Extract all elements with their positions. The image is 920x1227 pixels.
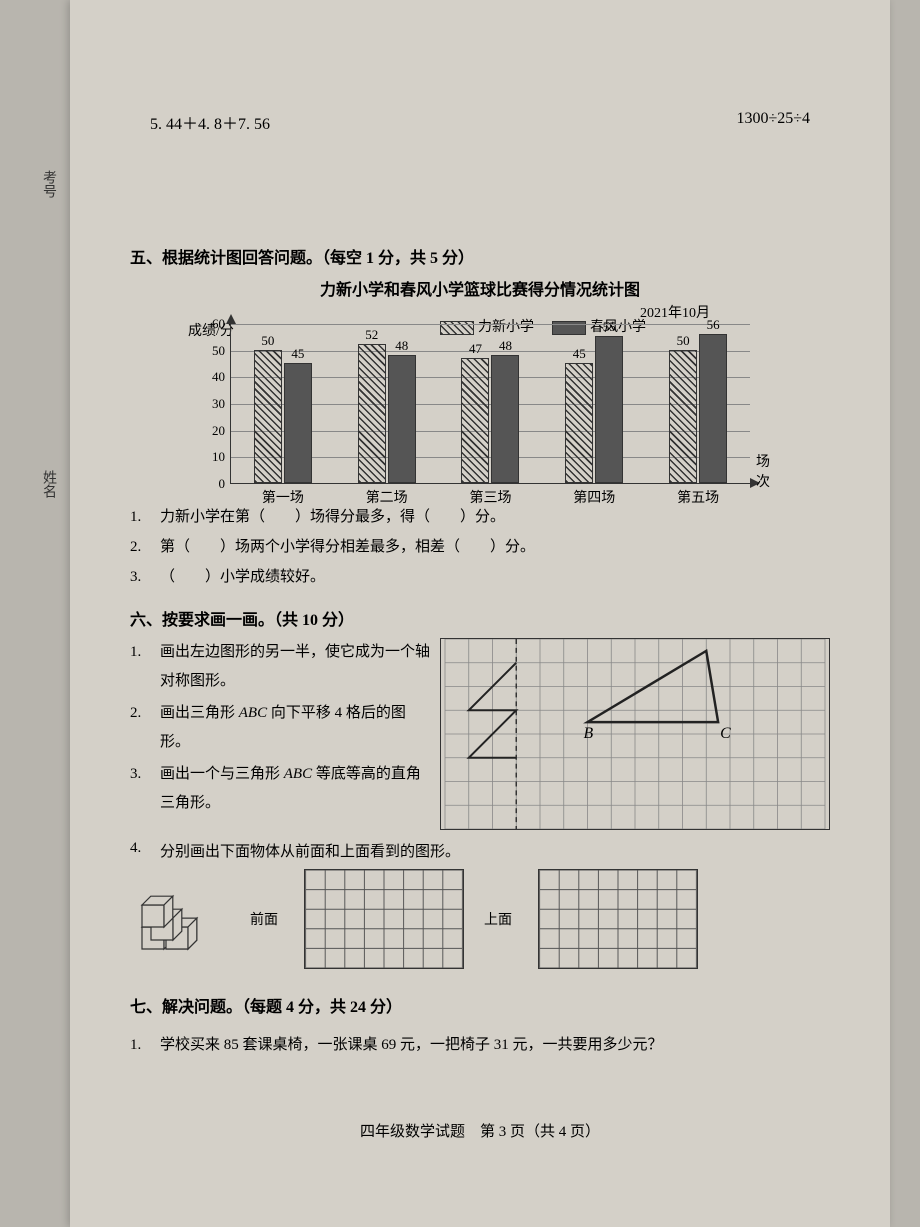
y-axis-arrow (226, 314, 236, 324)
bar: 52 (358, 344, 386, 483)
q-num: 2. (130, 532, 160, 562)
bar-value: 47 (469, 341, 482, 357)
section7-title: 七、解决问题。（每题 4 分，共 24 分） (130, 993, 830, 1023)
bar-value: 48 (395, 338, 408, 354)
section6-title: 六、按要求画一画。（共 10 分） (130, 606, 830, 630)
front-view-grid (304, 869, 464, 969)
x-tick: 第二场 (366, 487, 408, 507)
bar: 50 (669, 350, 697, 483)
section5-title: 五、根据统计图回答问题。（每空 1 分，共 5 分） (130, 244, 830, 268)
bar: 50 (254, 350, 282, 483)
q6-4-figures: 前面 上面 (130, 869, 830, 969)
bar-value: 45 (291, 346, 304, 362)
bar-value: 50 (677, 333, 690, 349)
bar-value: 52 (365, 327, 378, 343)
x-tick: 第三场 (469, 487, 511, 507)
x-axis-label: 场次 (756, 451, 770, 491)
bar: 48 (491, 355, 519, 483)
top-label: 上面 (484, 909, 512, 929)
q7-1: 学校买来 85 套课桌椅，一张课桌 69 元，一把椅子 31 元，一共要用多少元… (160, 1031, 663, 1060)
drawing-grid: BC (440, 638, 830, 830)
bar: 55 (595, 336, 623, 483)
section7: 七、解决问题。（每题 4 分，共 24 分） 1.学校买来 85 套课桌椅，一张… (130, 993, 830, 1060)
bar: 56 (699, 334, 727, 483)
q-num: 4. (130, 840, 160, 861)
bar: 45 (284, 363, 312, 483)
y-tick: 40 (212, 369, 225, 385)
q-num: 1. (130, 1031, 160, 1060)
exam-page: 5. 44＋4. 8＋7. 56 1300÷25÷4 五、根据统计图回答问题。（… (70, 0, 890, 1227)
top-view-grid (538, 869, 698, 969)
math-expr-2: 1300÷25÷4 (736, 110, 810, 134)
y-tick: 0 (219, 476, 226, 492)
math-expressions: 5. 44＋4. 8＋7. 56 1300÷25÷4 (130, 110, 830, 134)
section5-questions: 1.力新小学在第（ ）场得分最多，得（ ）分。 2.第（ ）场两个小学得分相差最… (130, 502, 830, 592)
bar-value: 45 (573, 346, 586, 362)
svg-text:B: B (584, 725, 594, 742)
q-num: 2. (130, 699, 160, 756)
bar-chart: 成绩/分 力新小学 春风小学 场次 01020304050605045第一场52… (170, 324, 790, 484)
sidebar-name: 姓名 (38, 470, 58, 498)
q6-1: 画出左边图形的另一半，使它成为一个轴对称图形。 (160, 638, 430, 695)
q-num: 3. (130, 760, 160, 817)
bar-value: 56 (707, 317, 720, 333)
bar: 48 (388, 355, 416, 483)
section6-left: 1.画出左边图形的另一半，使它成为一个轴对称图形。 2.画出三角形 ABC 向下… (130, 638, 430, 830)
y-tick: 10 (212, 449, 225, 465)
chart-title: 力新小学和春风小学篮球比赛得分情况统计图 (130, 276, 830, 300)
page-footer: 四年级数学试题 第 3 页（共 4 页） (130, 1120, 830, 1141)
q6-3: 画出一个与三角形 ABC 等底等高的直角三角形。 (160, 760, 430, 817)
x-tick: 第四场 (573, 487, 615, 507)
q5-1: 力新小学在第（ ）场得分最多，得（ ）分。 (160, 502, 505, 532)
x-tick: 第一场 (262, 487, 304, 507)
chart-plot: 场次 01020304050605045第一场5248第二场4748第三场455… (230, 324, 750, 484)
x-tick: 第五场 (677, 487, 719, 507)
y-tick: 50 (212, 343, 225, 359)
sidebar-exam-number: 考号 (38, 170, 58, 198)
y-tick: 60 (212, 316, 225, 332)
cube-figure (130, 879, 230, 959)
bar-value: 55 (603, 319, 616, 335)
front-label: 前面 (250, 909, 278, 929)
bar-value: 50 (261, 333, 274, 349)
bar: 45 (565, 363, 593, 483)
q-num: 1. (130, 502, 160, 532)
q6-2: 画出三角形 ABC 向下平移 4 格后的图形。 (160, 699, 430, 756)
section6-body: 1.画出左边图形的另一半，使它成为一个轴对称图形。 2.画出三角形 ABC 向下… (130, 638, 830, 830)
q-num: 3. (130, 562, 160, 592)
bar-value: 48 (499, 338, 512, 354)
y-tick: 30 (212, 396, 225, 412)
y-tick: 20 (212, 423, 225, 439)
q5-2: 第（ ）场两个小学得分相差最多，相差（ ）分。 (160, 532, 535, 562)
q5-3: （ ）小学成绩较好。 (160, 562, 325, 592)
math-expr-1: 5. 44＋4. 8＋7. 56 (150, 110, 270, 134)
bar: 47 (461, 358, 489, 483)
svg-text:C: C (720, 725, 731, 742)
q-num: 1. (130, 638, 160, 695)
q6-4-row: 4. 分别画出下面物体从前面和上面看到的图形。 (130, 840, 830, 861)
q6-4: 分别画出下面物体从前面和上面看到的图形。 (160, 840, 460, 861)
